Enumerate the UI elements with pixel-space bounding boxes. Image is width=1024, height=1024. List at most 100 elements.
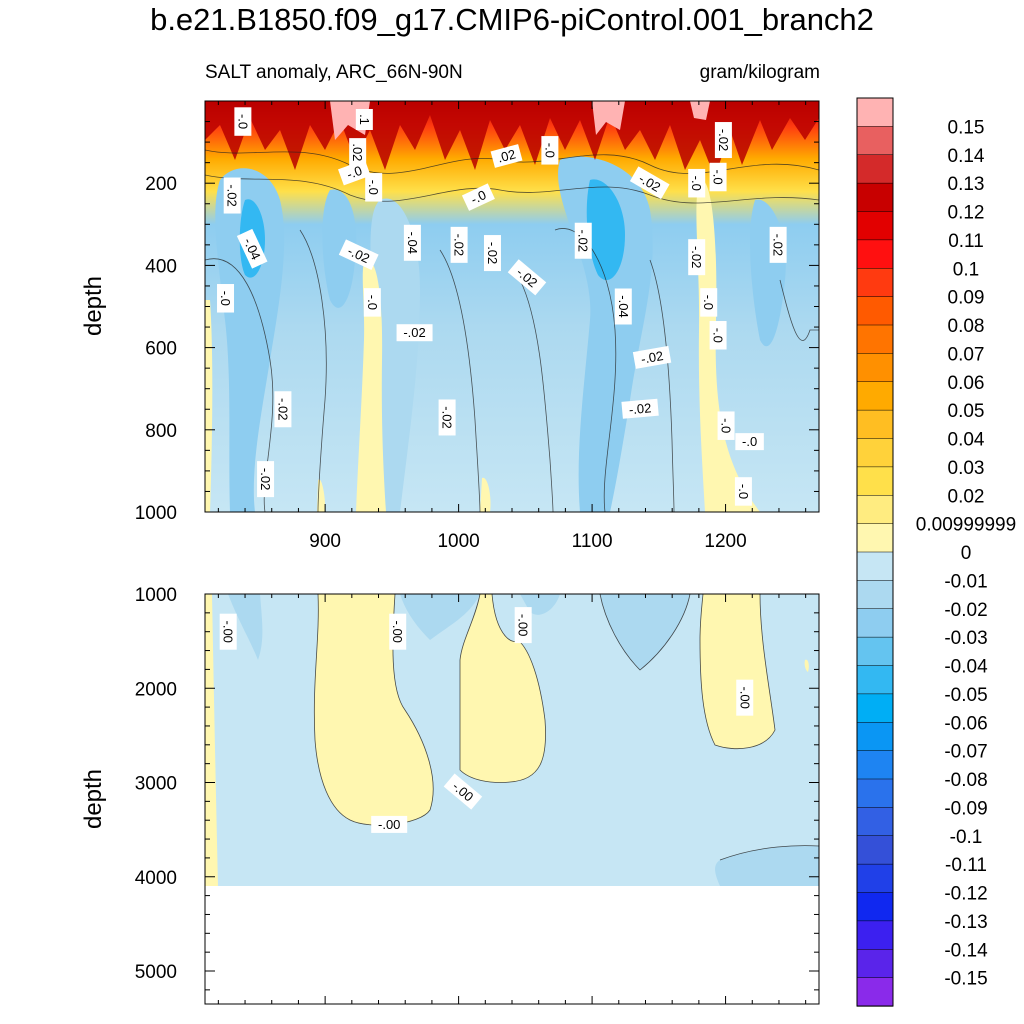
- svg-text:-.04: -.04: [405, 232, 420, 254]
- colorbar-swatch: [856, 750, 894, 780]
- colorbar-label: -0.08: [944, 770, 987, 791]
- x-tick-label: 1100: [572, 531, 613, 552]
- colorbar-label: 0: [961, 543, 972, 564]
- svg-text:-.00: -.00: [390, 620, 405, 642]
- colorbar-swatch: [856, 665, 894, 695]
- colorbar-label: -0.09: [944, 798, 987, 819]
- colorbar-swatch: [856, 949, 894, 979]
- svg-text:-.0: -.0: [218, 291, 233, 306]
- svg-text:-.0: -.0: [742, 434, 757, 449]
- y-tick-label: 3000: [135, 774, 177, 795]
- contour-label: -.04: [614, 288, 632, 325]
- contour-label: -.02: [769, 226, 787, 263]
- svg-text:-.02: -.02: [689, 246, 704, 268]
- y-tick-label: 800: [145, 421, 177, 442]
- colorbar-swatch: [856, 324, 894, 355]
- svg-text:-.02: -.02: [258, 468, 273, 490]
- colorbar-label: -0.02: [944, 600, 987, 621]
- y-tick-label: 200: [145, 174, 177, 195]
- contour-label: -.04: [403, 224, 421, 261]
- y-tick-label: 400: [145, 256, 177, 277]
- colorbar-swatch: [856, 523, 894, 553]
- colorbar-swatch: [856, 353, 894, 383]
- svg-text:-.0: -.0: [235, 114, 250, 129]
- svg-text:-.0: -.0: [719, 418, 734, 433]
- colorbar-swatch: [856, 863, 894, 894]
- colorbar-label: -0.14: [944, 940, 988, 961]
- svg-text:.02: .02: [496, 146, 517, 165]
- contour-label: -.00: [371, 815, 408, 833]
- y-tick-label: 600: [145, 339, 177, 360]
- svg-text:-.02: -.02: [576, 230, 591, 252]
- colorbar-swatch: [856, 608, 894, 638]
- svg-text:-.0: -.0: [736, 484, 751, 499]
- colorbar-swatch: [856, 778, 894, 809]
- x-tick-label: 900: [309, 531, 341, 552]
- contour-label: -.0: [461, 183, 495, 211]
- colorbar-label: -0.13: [944, 912, 987, 933]
- colorbar-swatch: [856, 409, 894, 440]
- colorbar-swatch: [856, 977, 894, 1007]
- svg-text:-.04: -.04: [616, 295, 631, 317]
- svg-text:-.00: -.00: [221, 620, 236, 642]
- svg-text:-.0: -.0: [711, 328, 726, 343]
- y-tick-label: 2000: [135, 679, 177, 700]
- contour-label: -.02: [574, 222, 592, 259]
- colorbar-swatch: [856, 381, 894, 411]
- contour-label: -.0: [217, 284, 235, 313]
- contour-label: -.00: [389, 613, 407, 650]
- svg-text:-.0: -.0: [689, 176, 704, 191]
- colorbar-label: -0.01: [944, 571, 987, 592]
- svg-text:-.02: -.02: [275, 398, 290, 420]
- colorbar-swatch: [856, 268, 894, 298]
- svg-text:-.00: -.00: [516, 614, 531, 636]
- colorbar-label: -0.12: [944, 884, 987, 905]
- colorbar-swatch: [856, 466, 894, 496]
- colorbar-label: 0.07: [948, 344, 985, 365]
- colorbar-swatch: [856, 807, 894, 837]
- svg-text:-.0: -.0: [711, 169, 726, 184]
- colorbar-swatch: [856, 835, 894, 865]
- colorbar-label: -0.05: [944, 685, 987, 706]
- contour-label: -.02: [632, 345, 672, 369]
- contour-label: -.02: [714, 122, 732, 159]
- contour-label: -.0: [338, 159, 371, 186]
- colorbar-swatch: [856, 636, 894, 667]
- colorbar-label: 0.12: [948, 203, 985, 224]
- colorbar-label: 0.09: [948, 288, 985, 309]
- contour-label: -.02: [438, 399, 456, 436]
- contour-label: -.0: [363, 288, 381, 317]
- colorbar-swatch: [856, 920, 894, 950]
- contour-label: -.0: [541, 136, 559, 165]
- colorbar-label: 0.14: [948, 146, 985, 167]
- chart-subtitle-variable: SALT anomaly, ARC_66N-90N: [205, 62, 463, 83]
- svg-text:-.02: -.02: [225, 184, 240, 206]
- colorbar-swatch: [856, 126, 894, 156]
- contour-label: .02: [490, 144, 523, 168]
- colorbar-swatch: [856, 580, 894, 610]
- contour-label: -.02: [483, 235, 501, 272]
- contour-label: -.0: [688, 168, 706, 198]
- y-tick-label: 1000: [135, 503, 177, 524]
- x-tick-label: 1000: [437, 531, 479, 552]
- colorbar-label: 0.02: [948, 486, 985, 507]
- svg-text:-.02: -.02: [628, 400, 652, 417]
- colorbar-label: 0.13: [948, 174, 985, 195]
- svg-text:-.0: -.0: [542, 143, 557, 158]
- y-tick-label: 5000: [135, 962, 177, 983]
- contour-label: -.04: [236, 228, 268, 269]
- contour-label: -.0: [700, 288, 718, 317]
- colorbar-label: -0.03: [944, 628, 987, 649]
- colorbar-label: 0.03: [948, 458, 985, 479]
- colorbar-frame: [856, 97, 894, 1007]
- contour-label: -.0: [709, 321, 727, 350]
- contour-label: -.02: [621, 398, 659, 419]
- svg-text:-.02: -.02: [452, 234, 467, 256]
- contour-label: -.02: [688, 239, 706, 276]
- svg-text:-.0: -.0: [365, 295, 380, 310]
- contour-label: -.02: [450, 226, 468, 263]
- contour-label: -.0: [234, 107, 252, 136]
- colorbar-label: 0.08: [948, 316, 985, 337]
- svg-text:-.02: -.02: [485, 242, 500, 264]
